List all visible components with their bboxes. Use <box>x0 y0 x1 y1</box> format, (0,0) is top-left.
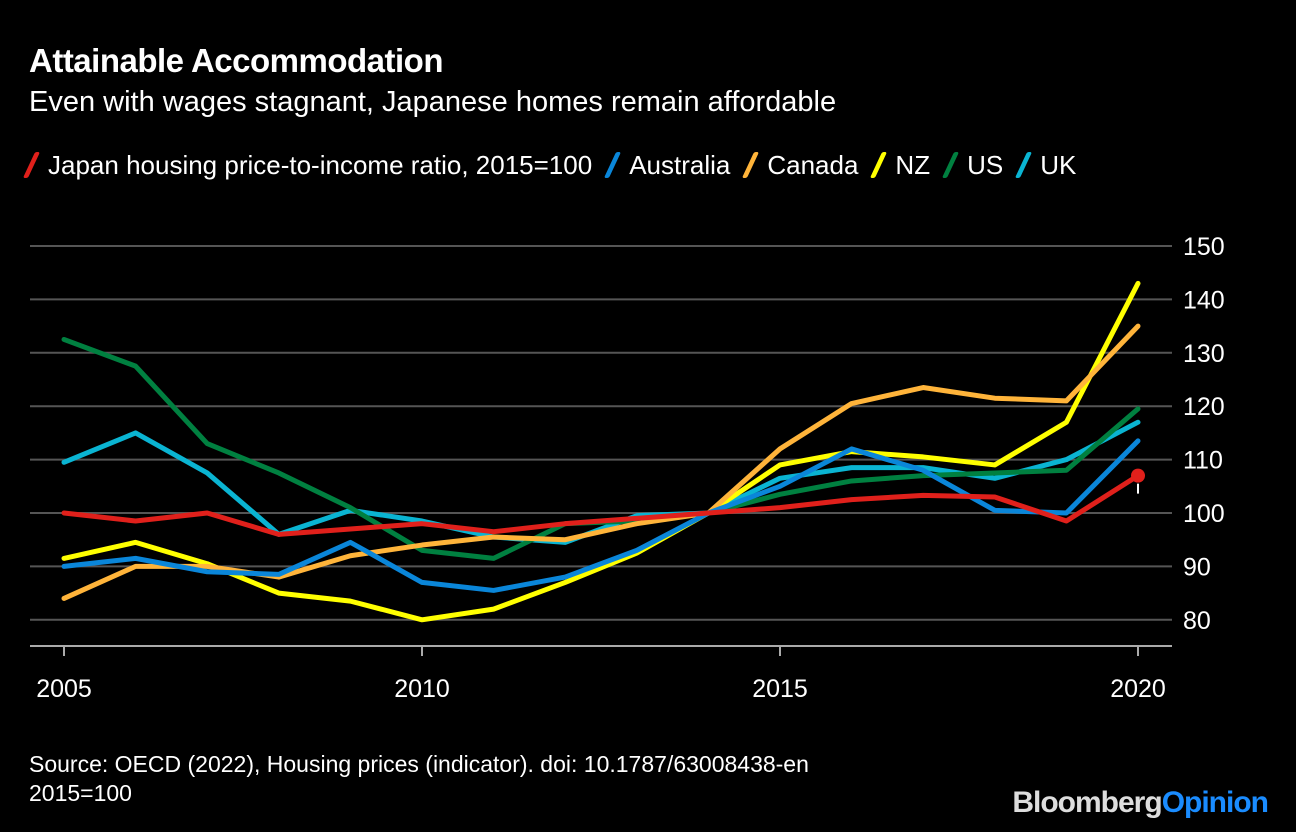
chart-subtitle: Even with wages stagnant, Japanese homes… <box>29 86 837 118</box>
y-tick-label: 140 <box>1183 286 1225 314</box>
x-tick-label: 2010 <box>394 675 450 703</box>
y-tick-label: 100 <box>1183 500 1225 528</box>
y-tick-label: 80 <box>1183 607 1211 635</box>
series-line-australia <box>61 438 1141 593</box>
source-text: Source: OECD (2022), Housing prices (ind… <box>29 751 809 777</box>
legend: Japan housing price-to-income ratio, 201… <box>22 146 1269 188</box>
source-note: Source: OECD (2022), Housing prices (ind… <box>29 750 809 808</box>
legend-item: Canada <box>742 146 859 184</box>
series-line-us <box>61 336 1141 561</box>
series-line-japan <box>61 473 1141 537</box>
y-tick-label: 90 <box>1183 553 1211 581</box>
legend-label: UK <box>1040 150 1077 180</box>
series-line-nz <box>61 280 1141 623</box>
x-tick-label: 2015 <box>752 675 808 703</box>
legend-item: Japan housing price-to-income ratio, 201… <box>22 146 593 184</box>
legend-label: US <box>967 150 1004 180</box>
legend-item: US <box>942 146 1004 184</box>
base-note: 2015=100 <box>29 780 132 806</box>
legend-label: Japan housing price-to-income ratio, 201… <box>48 150 593 180</box>
y-tick-label: 110 <box>1183 447 1223 475</box>
x-tick-label: 2005 <box>36 675 92 703</box>
legend-item: Australia <box>604 146 731 184</box>
y-tick-label: 130 <box>1183 340 1225 368</box>
legend-item: UK <box>1015 146 1077 184</box>
bloomberg-opinion-logo: BloombergOpinion <box>1012 786 1269 819</box>
end-marker <box>1131 468 1145 483</box>
legend-item: NZ <box>870 146 931 184</box>
y-tick-label: 120 <box>1183 393 1225 421</box>
legend-label: Australia <box>629 150 731 180</box>
legend-label: Canada <box>767 150 859 180</box>
legend-label: NZ <box>895 150 931 180</box>
chart-title: Attainable Accommodation <box>29 42 444 79</box>
x-tick-label: 2020 <box>1110 675 1166 703</box>
y-tick-label: 150 <box>1183 233 1225 261</box>
